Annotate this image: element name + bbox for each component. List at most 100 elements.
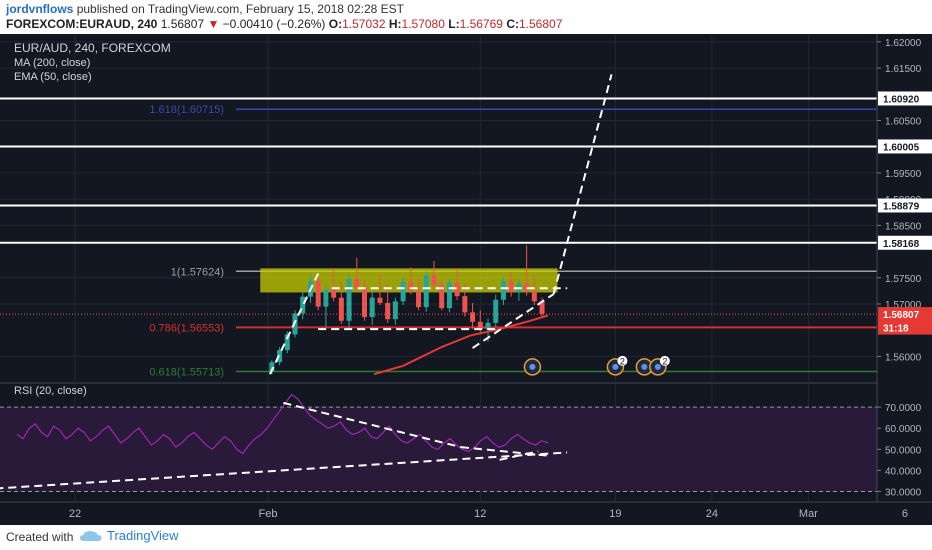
close-value: 1.56807 <box>518 17 563 31</box>
ma-legend: MA (200, close) <box>14 57 90 69</box>
fib-label: 1(1.57624) <box>171 266 224 278</box>
symbol-label: FOREXCOM:EURAUD, 240 <box>6 17 158 31</box>
open-label: O: <box>328 17 343 31</box>
price-label-text: 1.60005 <box>883 142 920 153</box>
rsi-upper-trendline <box>283 401 462 449</box>
rsi-tick-label: 50.0000 <box>885 445 922 456</box>
price-axis-background <box>877 34 932 525</box>
fib-label: 1.618(1.60715) <box>149 104 224 116</box>
ma200-line <box>373 314 549 376</box>
price-label-text: 31:18 <box>883 324 909 335</box>
event-count-badge <box>617 355 628 366</box>
price-change: −0.00410 (−0.26%) <box>222 17 326 31</box>
high-label: H: <box>388 17 402 31</box>
candle-body <box>362 287 367 318</box>
projection-trendline <box>552 74 613 295</box>
candle-body <box>531 291 537 302</box>
event-marker-dot <box>641 363 648 370</box>
close-label: C: <box>506 17 519 31</box>
event-marker-dot <box>654 363 661 370</box>
candle-body <box>454 282 460 297</box>
candle-body <box>369 297 375 318</box>
footer: Created with TradingView <box>0 525 932 550</box>
chart-header: jordvnflows published on TradingView.com… <box>0 0 932 34</box>
price-label-box <box>878 91 932 106</box>
fib-label: 0.786(1.56553) <box>149 322 224 334</box>
rising-trendline <box>269 273 320 375</box>
tradingview-brand[interactable]: TradingView <box>80 528 179 543</box>
candle-body <box>462 296 468 313</box>
time-tick-label: 6 <box>902 508 908 520</box>
created-with-text: Created with <box>6 530 74 544</box>
published-text: published on TradingView.com, February 1… <box>76 2 405 16</box>
candle-body <box>338 297 344 321</box>
time-tick-label: Mar <box>799 508 818 520</box>
price-label-box <box>878 235 932 250</box>
price-tick-label: 1.57000 <box>885 300 922 311</box>
candle-body <box>323 289 329 307</box>
axes-layer: 1.620001.615001.605001.595001.590001.585… <box>0 34 932 525</box>
candle-body <box>508 280 514 293</box>
price-label-text: 1.58879 <box>883 201 920 212</box>
candle-body <box>493 299 499 323</box>
ohlc-line: FOREXCOM:EURAUD, 240 1.56807 ▼ −0.00410 … <box>6 17 562 31</box>
candle-body <box>539 301 545 314</box>
open-value: 1.57032 <box>342 17 386 31</box>
price-label-box <box>878 320 932 335</box>
price-tick-label: 1.57500 <box>885 274 922 285</box>
breakout-trendline <box>472 293 555 349</box>
candle-body <box>300 296 306 314</box>
price-label-box <box>878 198 932 213</box>
price-label-box <box>878 307 932 322</box>
candle-body <box>331 289 337 298</box>
price-label-text: 1.56807 <box>883 310 920 321</box>
event-marker-dot <box>612 363 619 370</box>
rsi-support-trendline <box>0 451 568 490</box>
candle-body <box>315 280 321 307</box>
candle-body <box>408 281 414 291</box>
candle-body <box>431 275 437 286</box>
candle-body <box>439 285 445 309</box>
event-count-text: 2 <box>620 356 625 366</box>
rsi-line <box>16 393 549 455</box>
tradingview-brand-label: TradingView <box>107 528 179 543</box>
ema-legend: EMA (50, close) <box>14 71 92 83</box>
price-tick-label: 1.58500 <box>885 221 922 232</box>
author-link[interactable]: jordvnflows <box>6 2 74 16</box>
candle-body <box>470 312 476 322</box>
event-count-text: 2 <box>662 356 667 366</box>
down-arrow-icon: ▼ <box>207 17 220 31</box>
event-marker-dot <box>529 363 536 370</box>
high-value: 1.57080 <box>401 17 445 31</box>
candle-body <box>392 301 398 320</box>
candle-body <box>385 302 391 320</box>
candle-body <box>485 322 491 330</box>
rsi-tick-label: 40.0000 <box>885 466 922 477</box>
low-value: 1.56769 <box>459 17 503 31</box>
price-tick-label: 1.56000 <box>885 352 922 363</box>
candle-body <box>269 362 275 372</box>
time-tick-label: 12 <box>474 508 486 520</box>
rsi-legend: RSI (20, close) <box>14 385 87 397</box>
last-price: 1.56807 <box>160 17 205 31</box>
chart-area[interactable]: 1.618(1.60715) 1(1.57624) 0.786(1.56553) 0.… <box>0 34 932 525</box>
instrument-legend: EUR/AUD, 240, FOREXCOM <box>14 41 171 55</box>
time-tick-label: 22 <box>69 508 81 520</box>
candle-body <box>423 275 429 308</box>
rsi-pane <box>0 382 877 492</box>
publish-line: jordvnflows published on TradingView.com… <box>6 2 404 16</box>
price-label-text: 1.58168 <box>883 239 920 250</box>
price-tick-label: 1.60500 <box>885 117 922 128</box>
candle-body <box>500 280 506 300</box>
price-chart-svg[interactable]: 1.618(1.60715) 1(1.57624) 0.786(1.56553) 0.… <box>0 34 932 525</box>
rsi-tick-label: 70.0000 <box>885 403 922 414</box>
time-tick-label: 19 <box>609 508 621 520</box>
fib-label: 0.618(1.55713) <box>149 366 224 378</box>
price-tick-label: 1.62000 <box>885 38 922 49</box>
price-label-text: 1.60920 <box>883 94 920 105</box>
candle-body <box>354 278 360 288</box>
price-label-box <box>878 139 932 154</box>
candle-body <box>477 321 483 330</box>
candle-body <box>524 283 530 292</box>
